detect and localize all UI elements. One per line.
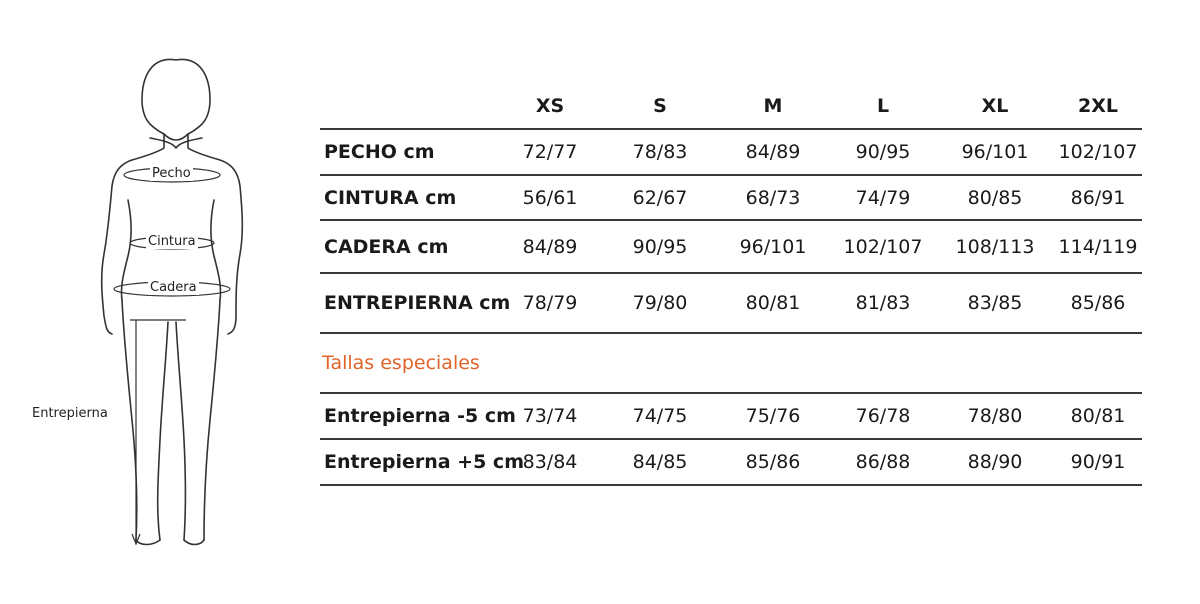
table-cell: 90/95 — [830, 128, 936, 175]
table-cell: 86/91 — [1054, 174, 1142, 220]
table-cell: 102/107 — [1054, 128, 1142, 175]
waist-label: Cintura — [146, 234, 198, 249]
table-cell: 74/75 — [604, 392, 716, 439]
table-cell: 80/81 — [1054, 392, 1142, 439]
inseam-label: Entrepierna — [32, 406, 108, 421]
special-sizes-heading-row: Tallas especiales — [320, 333, 1142, 393]
table-cell: 62/67 — [604, 174, 716, 220]
special-sizes-title: Tallas especiales — [322, 352, 480, 374]
table-row: PECHO cm 72/77 78/83 84/89 90/95 96/101 … — [320, 128, 1142, 175]
table-cell: 114/119 — [1054, 219, 1142, 273]
table-cell: 78/79 — [496, 272, 604, 334]
size-header-s: S — [653, 95, 667, 117]
size-header-xl: XL — [981, 95, 1009, 117]
body-silhouette-icon — [100, 58, 244, 546]
table-cell: 96/101 — [936, 128, 1054, 175]
table-cell: 84/89 — [716, 128, 830, 175]
header-empty-cell — [320, 84, 496, 129]
body-figure: Pecho Cintura Cadera Entrepierna — [0, 0, 300, 600]
table-cell: 76/78 — [830, 392, 936, 439]
table-cell: 102/107 — [830, 219, 936, 273]
table-cell: 78/80 — [936, 392, 1054, 439]
table-cell: 88/90 — [936, 438, 1054, 486]
size-chart-table: XS S M L XL 2XL PECHO cm 72/77 78/83 84/… — [320, 84, 1142, 486]
table-cell: 72/77 — [496, 128, 604, 175]
table-cell: 78/83 — [604, 128, 716, 175]
row-label: PECHO cm — [320, 128, 496, 175]
table-cell: 90/91 — [1054, 438, 1142, 486]
table-cell: 80/81 — [716, 272, 830, 334]
table-cell: 80/85 — [936, 174, 1054, 220]
table-cell: 84/85 — [604, 438, 716, 486]
size-header-row: XS S M L XL 2XL — [320, 84, 1142, 129]
table-cell: 56/61 — [496, 174, 604, 220]
table-row: Entrepierna -5 cm 73/74 74/75 75/76 76/7… — [320, 392, 1142, 439]
table-cell: 83/85 — [936, 272, 1054, 334]
table-cell: 85/86 — [716, 438, 830, 486]
table-cell: 74/79 — [830, 174, 936, 220]
table-cell: 83/84 — [496, 438, 604, 486]
table-cell: 90/95 — [604, 219, 716, 273]
table-row: ENTREPIERNA cm 78/79 79/80 80/81 81/83 8… — [320, 272, 1142, 334]
size-header-l: L — [876, 95, 890, 117]
table-row: CADERA cm 84/89 90/95 96/101 102/107 108… — [320, 219, 1142, 273]
table-cell: 96/101 — [716, 219, 830, 273]
table-cell: 73/74 — [496, 392, 604, 439]
table-cell: 108/113 — [936, 219, 1054, 273]
size-header-xs: XS — [535, 95, 565, 117]
row-label: CADERA cm — [320, 219, 496, 273]
table-cell: 85/86 — [1054, 272, 1142, 334]
table-cell: 75/76 — [716, 392, 830, 439]
size-header-m: M — [763, 95, 783, 117]
hip-label: Cadera — [148, 280, 199, 295]
size-header-2xl: 2XL — [1078, 95, 1118, 117]
table-cell: 79/80 — [604, 272, 716, 334]
chest-label: Pecho — [150, 166, 193, 181]
row-label: CINTURA cm — [320, 174, 496, 220]
row-label: ENTREPIERNA cm — [320, 272, 510, 334]
table-cell: 81/83 — [830, 272, 936, 334]
table-row: CINTURA cm 56/61 62/67 68/73 74/79 80/85… — [320, 174, 1142, 220]
table-cell: 84/89 — [496, 219, 604, 273]
row-label: Entrepierna -5 cm — [320, 392, 516, 439]
table-cell: 68/73 — [716, 174, 830, 220]
table-row: Entrepierna +5 cm 83/84 84/85 85/86 86/8… — [320, 438, 1142, 486]
table-cell: 86/88 — [830, 438, 936, 486]
row-label: Entrepierna +5 cm — [320, 438, 524, 486]
